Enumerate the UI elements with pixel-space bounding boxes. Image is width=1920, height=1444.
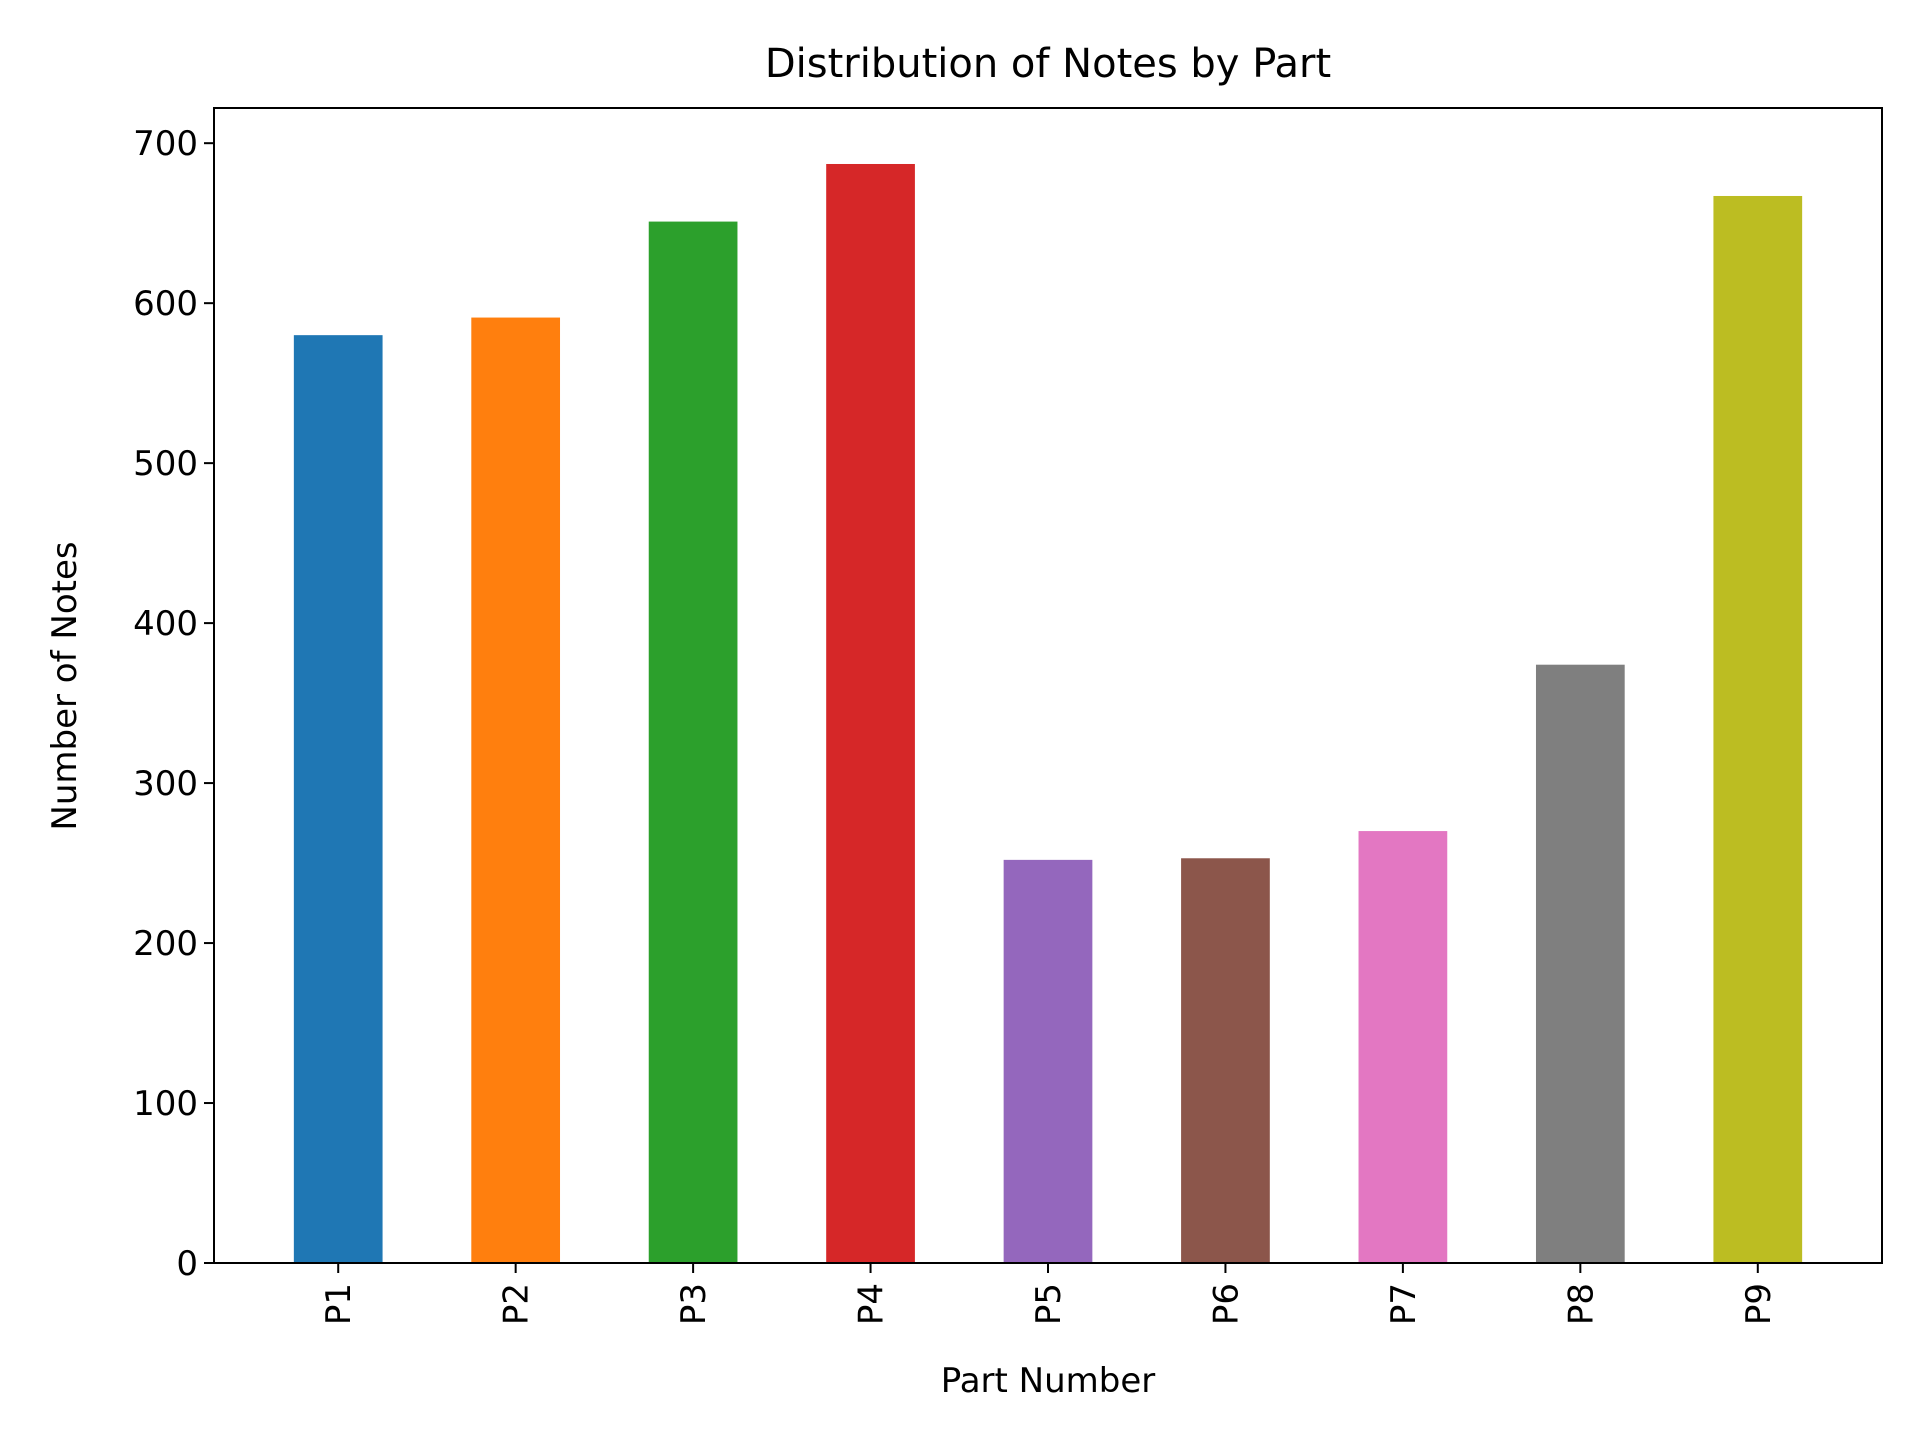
x-tick-label-p6: P6 — [1206, 1283, 1246, 1325]
bar-p7 — [1358, 831, 1448, 1263]
y-tick-label-300: 300 — [133, 764, 198, 804]
y-tick-label-600: 600 — [133, 284, 198, 324]
x-tick-label-p9: P9 — [1739, 1283, 1779, 1325]
y-axis-ticks: 0 100 200 300 400 500 600 700 — [133, 124, 214, 1284]
chart-title: Distribution of Notes by Part — [765, 41, 1331, 87]
x-tick-label-p4: P4 — [852, 1283, 892, 1325]
plot-area-frame — [213, 107, 1883, 1264]
bar-p1 — [293, 335, 383, 1263]
bar-p2 — [471, 317, 561, 1263]
x-tick-label-p2: P2 — [497, 1283, 537, 1325]
bar-p3 — [648, 221, 738, 1264]
bars-group — [293, 163, 1803, 1264]
y-tick-label-400: 400 — [133, 604, 198, 644]
y-tick-label-700: 700 — [133, 124, 198, 164]
bar-p6 — [1181, 858, 1270, 1263]
bar-p4 — [826, 163, 915, 1264]
x-tick-label-p5: P5 — [1029, 1283, 1069, 1325]
x-axis-label: Part Number — [941, 1361, 1156, 1401]
y-axis-label: Number of Notes — [45, 541, 85, 830]
x-axis-ticks: P1 P2 P3 P4 P5 P6 P7 P8 P9 — [319, 1263, 1779, 1325]
y-tick-label-500: 500 — [133, 444, 198, 484]
bar-p9 — [1713, 195, 1803, 1264]
x-tick-label-p8: P8 — [1561, 1283, 1601, 1325]
x-tick-label-p3: P3 — [674, 1283, 714, 1325]
y-tick-label-0: 0 — [176, 1244, 198, 1284]
bar-p5 — [1003, 859, 1093, 1263]
y-tick-label-100: 100 — [133, 1084, 198, 1124]
bar-p8 — [1535, 664, 1625, 1263]
x-tick-label-p7: P7 — [1384, 1283, 1424, 1325]
x-tick-label-p1: P1 — [319, 1283, 359, 1325]
y-tick-label-200: 200 — [133, 924, 198, 964]
